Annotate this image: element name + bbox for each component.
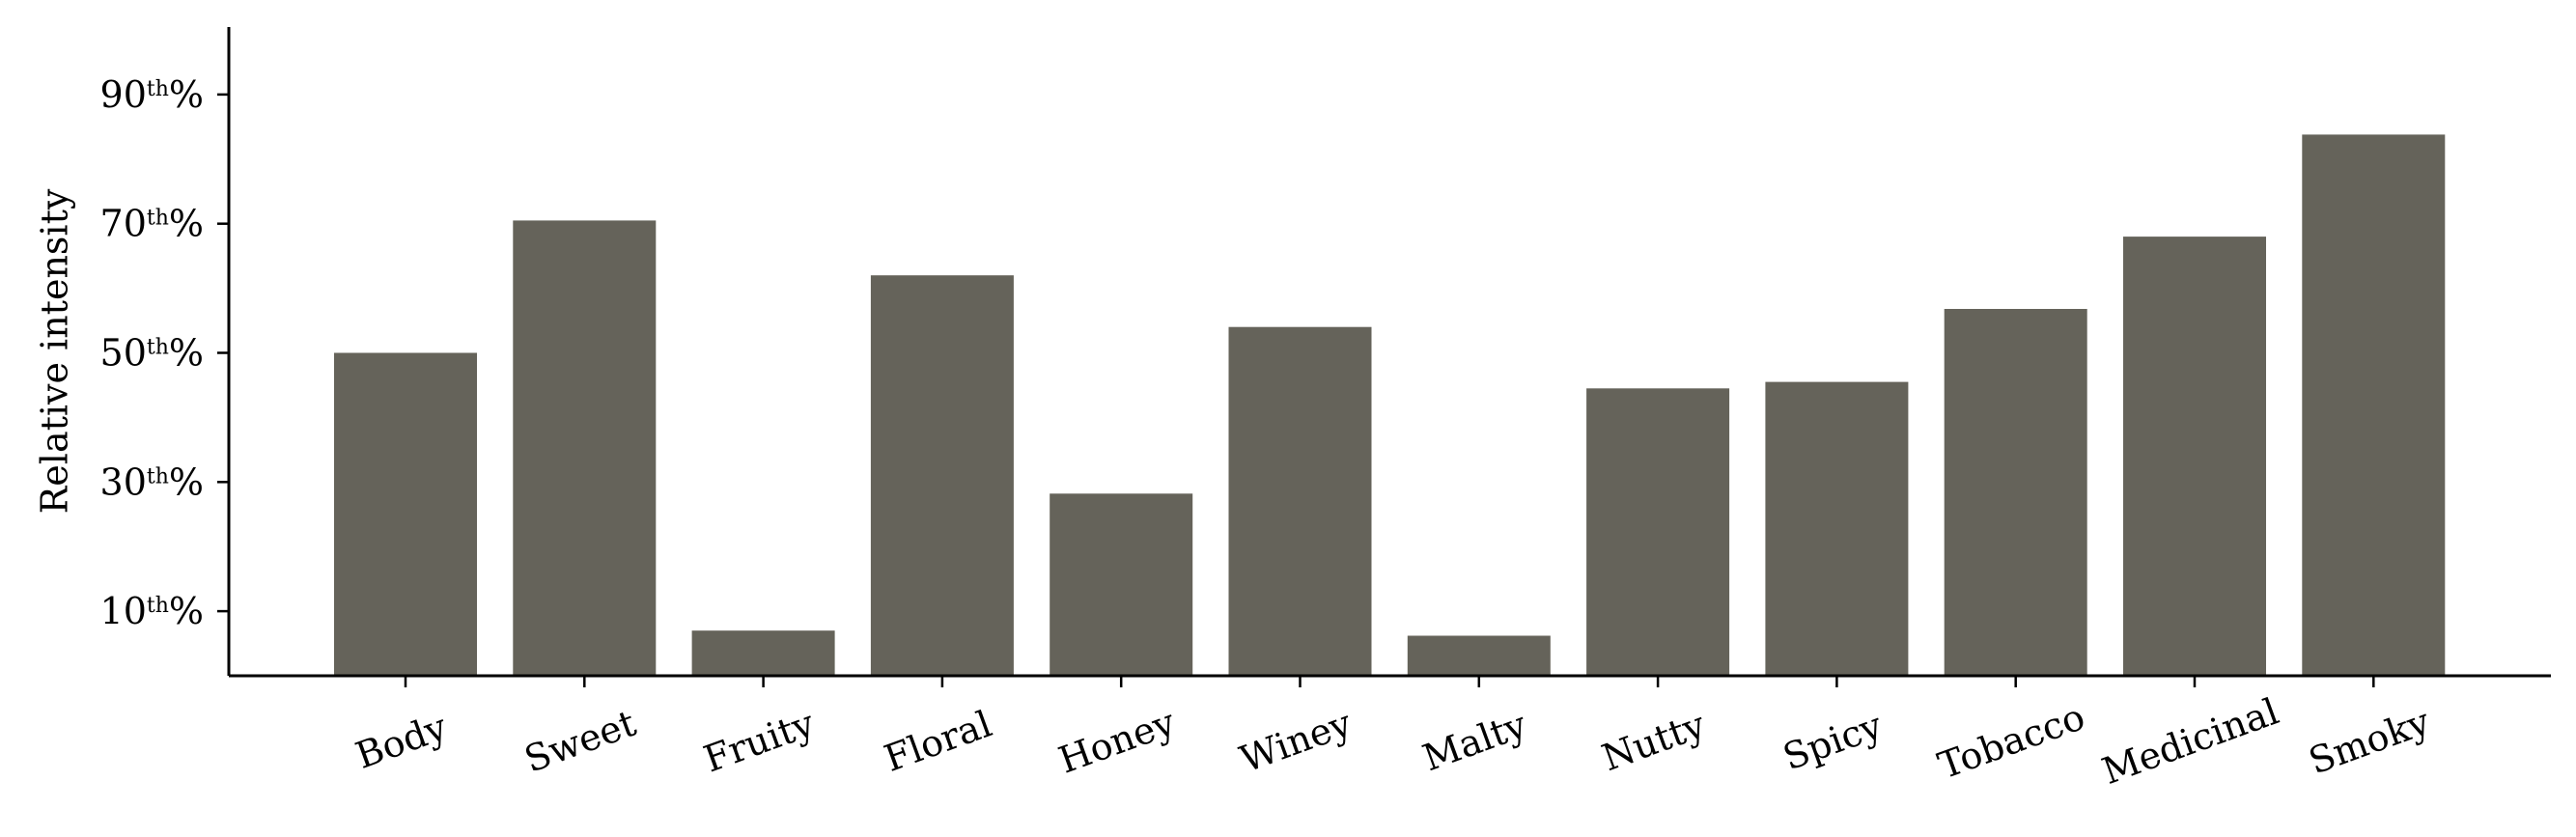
bar-floral xyxy=(870,275,1014,676)
x-tick-label-tobacco: Tobacco xyxy=(1933,695,2090,787)
x-tick-label-malty: Malty xyxy=(1417,703,1532,779)
x-tick-label-sweet: Sweet xyxy=(519,702,642,781)
bar-tobacco xyxy=(1944,309,2087,676)
x-tick-label-body: Body xyxy=(350,705,453,777)
bar-nutty xyxy=(1586,388,1730,676)
x-tick-label-spicy: Spicy xyxy=(1778,704,1888,779)
x-tick-label-smoky: Smoky xyxy=(2304,700,2436,783)
bar-winey xyxy=(1228,326,1372,676)
x-tick-label-floral: Floral xyxy=(879,703,997,780)
x-tick-label-fruity: Fruity xyxy=(698,702,820,781)
y-tick-label-70: 70th% xyxy=(100,203,204,245)
bars-group xyxy=(334,134,2446,676)
x-ticks-group: Body Sweet Fruity Floral Honey Winey Malty Nutt… xyxy=(350,676,2436,793)
bar-smoky xyxy=(2302,134,2446,676)
axes-group xyxy=(227,27,2551,678)
x-tick-label-honey: Honey xyxy=(1053,701,1181,782)
x-tick-label-nutty: Nutty xyxy=(1597,703,1712,779)
y-tick-label-90: 90th% xyxy=(100,73,204,116)
y-ticks-group: 10th% 30th% 50th% 70th% 90th% xyxy=(100,73,229,632)
bar-fruity xyxy=(691,630,835,676)
y-tick-label-30: 30th% xyxy=(100,460,204,503)
y-axis-title: Relative intensity xyxy=(34,188,76,514)
bar-medicinal xyxy=(2123,237,2266,676)
x-tick-label-winey: Winey xyxy=(1235,702,1358,781)
bar-sweet xyxy=(513,220,657,676)
bar-malty xyxy=(1407,635,1551,676)
bar-body xyxy=(334,352,477,676)
bar-spicy xyxy=(1765,381,1909,676)
x-tick-label-medicinal: Medicinal xyxy=(2096,690,2283,794)
y-tick-label-10: 10th% xyxy=(100,590,204,632)
y-tick-label-50: 50th% xyxy=(100,332,204,375)
bar-honey xyxy=(1050,493,1193,676)
